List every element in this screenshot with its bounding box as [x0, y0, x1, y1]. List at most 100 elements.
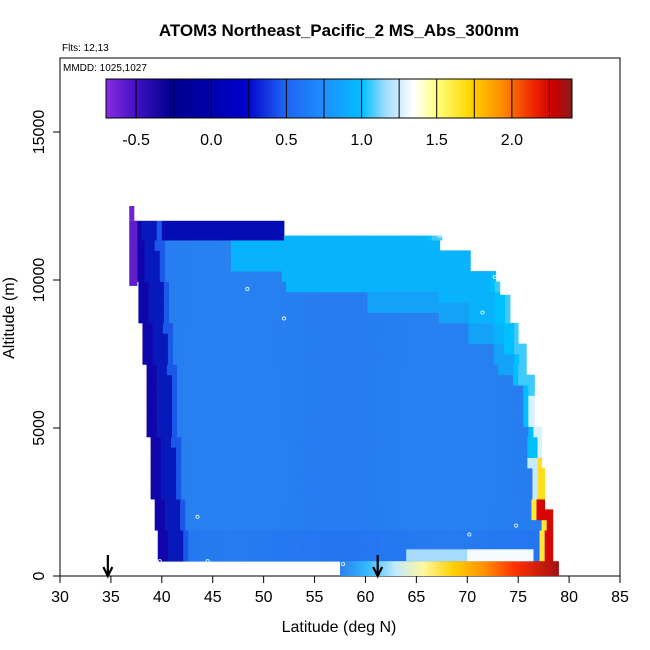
heatmap-cell: [197, 364, 203, 376]
heatmap-cell: [417, 540, 423, 552]
x-axis: 30 35 40 45 50 55 60 65 70 75 80 85: [51, 576, 629, 606]
heatmap-cell: [418, 291, 424, 303]
heatmap-cell: [501, 457, 508, 469]
heatmap-cell: [189, 302, 195, 313]
heatmap-cell: [475, 499, 481, 510]
heatmap-cell: [214, 312, 221, 324]
heatmap-cell: [485, 519, 492, 531]
heatmap-cell: [155, 436, 162, 448]
heatmap-cell: [471, 457, 477, 469]
heatmap-cell: [492, 364, 499, 376]
heatmap-cell: [263, 395, 270, 407]
heatmap-cell: [221, 447, 228, 458]
heatmap-cell: [369, 436, 376, 448]
heatmap-cell: [184, 281, 190, 293]
heatmap-cell: [217, 229, 224, 241]
heatmap-cell: [327, 509, 334, 521]
heatmap-cell: [302, 240, 308, 251]
heatmap-cell: [170, 478, 177, 490]
heatmap-cell: [402, 322, 408, 334]
heatmap-cell: [287, 250, 293, 262]
heatmap-cell: [273, 385, 280, 396]
heatmap-cells: [129, 206, 559, 576]
heatmap-cell: [177, 385, 183, 396]
heatmap-cell: [464, 281, 470, 293]
y-tick-label: 5000: [31, 410, 48, 446]
heatmap-cell: [350, 426, 356, 438]
heatmap-cell: [450, 436, 457, 448]
heatmap-cell: [481, 478, 488, 490]
heatmap-cell: [180, 509, 186, 521]
heatmap-cell: [417, 322, 423, 334]
heatmap-cell: [273, 364, 280, 376]
heatmap-cell: [270, 281, 277, 293]
heatmap-cell: [492, 395, 499, 407]
heatmap-cell: [443, 281, 450, 293]
heatmap-cell: [143, 312, 149, 324]
heatmap-cell: [223, 550, 230, 562]
heatmap-cell: [318, 447, 325, 458]
heatmap-cell: [512, 488, 518, 500]
heatmap-cell: [321, 302, 328, 313]
heatmap-cell: [195, 271, 201, 282]
heatmap-cell: [326, 312, 333, 324]
heatmap-cell: [307, 519, 313, 531]
heatmap-cell: [183, 333, 189, 345]
heatmap-cell: [326, 291, 333, 303]
heatmap-cell: [517, 488, 523, 500]
heatmap-cell: [445, 436, 452, 448]
heatmap-cell: [229, 333, 235, 345]
heatmap-cell: [399, 250, 405, 262]
heatmap-cell: [496, 478, 503, 490]
heatmap-cell: [262, 457, 269, 469]
colorbar-gradient: [105, 78, 573, 119]
heatmap-cell: [303, 457, 309, 469]
heatmap-cell: [298, 436, 304, 448]
heatmap-cell: [354, 478, 360, 490]
heatmap-cell: [231, 519, 237, 531]
heatmap-cell: [338, 436, 345, 448]
heatmap-cell: [324, 364, 331, 376]
heatmap-cell: [166, 385, 173, 396]
heatmap-cell: [403, 312, 409, 324]
heatmap-cell: [473, 343, 479, 355]
heatmap-cell: [292, 240, 298, 251]
heatmap-cell: [273, 416, 280, 427]
heatmap-cell: [278, 426, 285, 438]
heatmap-cell: [228, 220, 234, 231]
heatmap-cell: [225, 499, 232, 510]
heatmap-cell: [511, 519, 517, 531]
heatmap-cell: [549, 550, 554, 562]
heatmap-cell: [210, 250, 217, 262]
heatmap-cell: [331, 302, 338, 313]
heatmap-cell: [330, 343, 337, 355]
heatmap-cell: [196, 478, 202, 490]
heatmap-cell: [366, 550, 372, 562]
heatmap-cell: [182, 229, 188, 241]
heatmap-cell: [429, 260, 436, 272]
heatmap-cell: [345, 426, 351, 438]
heatmap-cell: [253, 416, 259, 427]
heatmap-cell: [453, 322, 459, 334]
heatmap-cell: [274, 322, 281, 334]
heatmap-cell: [198, 343, 204, 355]
heatmap-cell: [379, 447, 386, 458]
heatmap-cell: [161, 385, 168, 396]
heatmap-cell: [482, 385, 489, 396]
heatmap-cell: [347, 281, 353, 293]
heatmap-cell: [200, 499, 206, 510]
heatmap-cell: [156, 364, 163, 376]
heatmap-cell: [506, 478, 513, 490]
heatmap-cell: [549, 540, 554, 552]
heatmap-cell: [220, 260, 227, 272]
heatmap-cell: [381, 343, 388, 355]
heatmap-cell: [394, 467, 401, 479]
heatmap-cell: [513, 395, 519, 407]
heatmap-cell: [447, 530, 454, 541]
heatmap-cell: [287, 519, 293, 531]
heatmap-cell: [310, 354, 316, 365]
heatmap-cell: [378, 499, 385, 510]
heatmap-cell: [210, 240, 217, 251]
heatmap-cell: [164, 509, 171, 521]
heatmap-cell: [310, 322, 316, 334]
